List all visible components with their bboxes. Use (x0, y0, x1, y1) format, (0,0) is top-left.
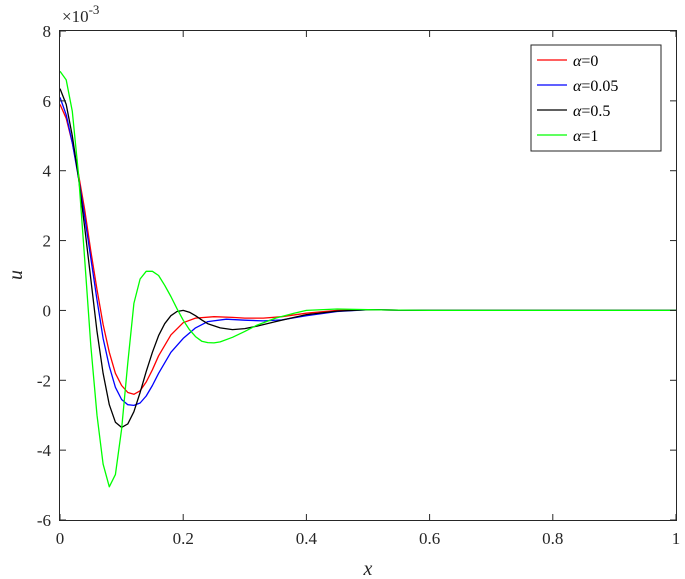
series-lines (59, 70, 676, 488)
legend: α=0 α=0.05 α=0.5 α=1 (530, 44, 662, 152)
y-tick-label: 4 (43, 162, 52, 181)
y-tick-label: 0 (43, 301, 52, 320)
x-tick-label: 1 (672, 529, 681, 548)
legend-entry-0: α=0 (573, 53, 598, 70)
legend-box (530, 44, 662, 152)
series-line-3 (59, 70, 676, 488)
legend-entry-3: α=1 (573, 128, 598, 145)
y-tick-label: 6 (43, 92, 52, 111)
y-tick-label: -6 (37, 511, 51, 530)
x-tick-label: 0.8 (542, 529, 563, 548)
y-tick-label: -4 (37, 441, 52, 460)
x-tick-label: 0.4 (296, 529, 318, 548)
x-axis-label: x (363, 558, 373, 579)
x-tick-label: 0 (56, 529, 65, 548)
series-line-2 (59, 88, 676, 429)
legend-entry-2: α=0.5 (573, 103, 610, 120)
plot-frame (59, 30, 677, 521)
y-exponent-power: -3 (89, 2, 100, 17)
y-axis-label: u (5, 270, 27, 280)
y-tick-label: 2 (43, 232, 52, 251)
y-exponent-base: ×10 (62, 7, 89, 26)
y-tick-label: -2 (37, 371, 51, 390)
x-tick-label: 0.2 (173, 529, 194, 548)
y-exponent: ×10-3 (62, 2, 99, 26)
legend-entry-1: α=0.05 (573, 78, 618, 95)
x-tick-label: 0.6 (419, 529, 440, 548)
y-tick-label: 8 (43, 22, 52, 41)
axis-ticks: 0 0.2 0.4 0.6 0.8 1 -6 -4 -2 0 2 4 6 8 (37, 22, 680, 548)
